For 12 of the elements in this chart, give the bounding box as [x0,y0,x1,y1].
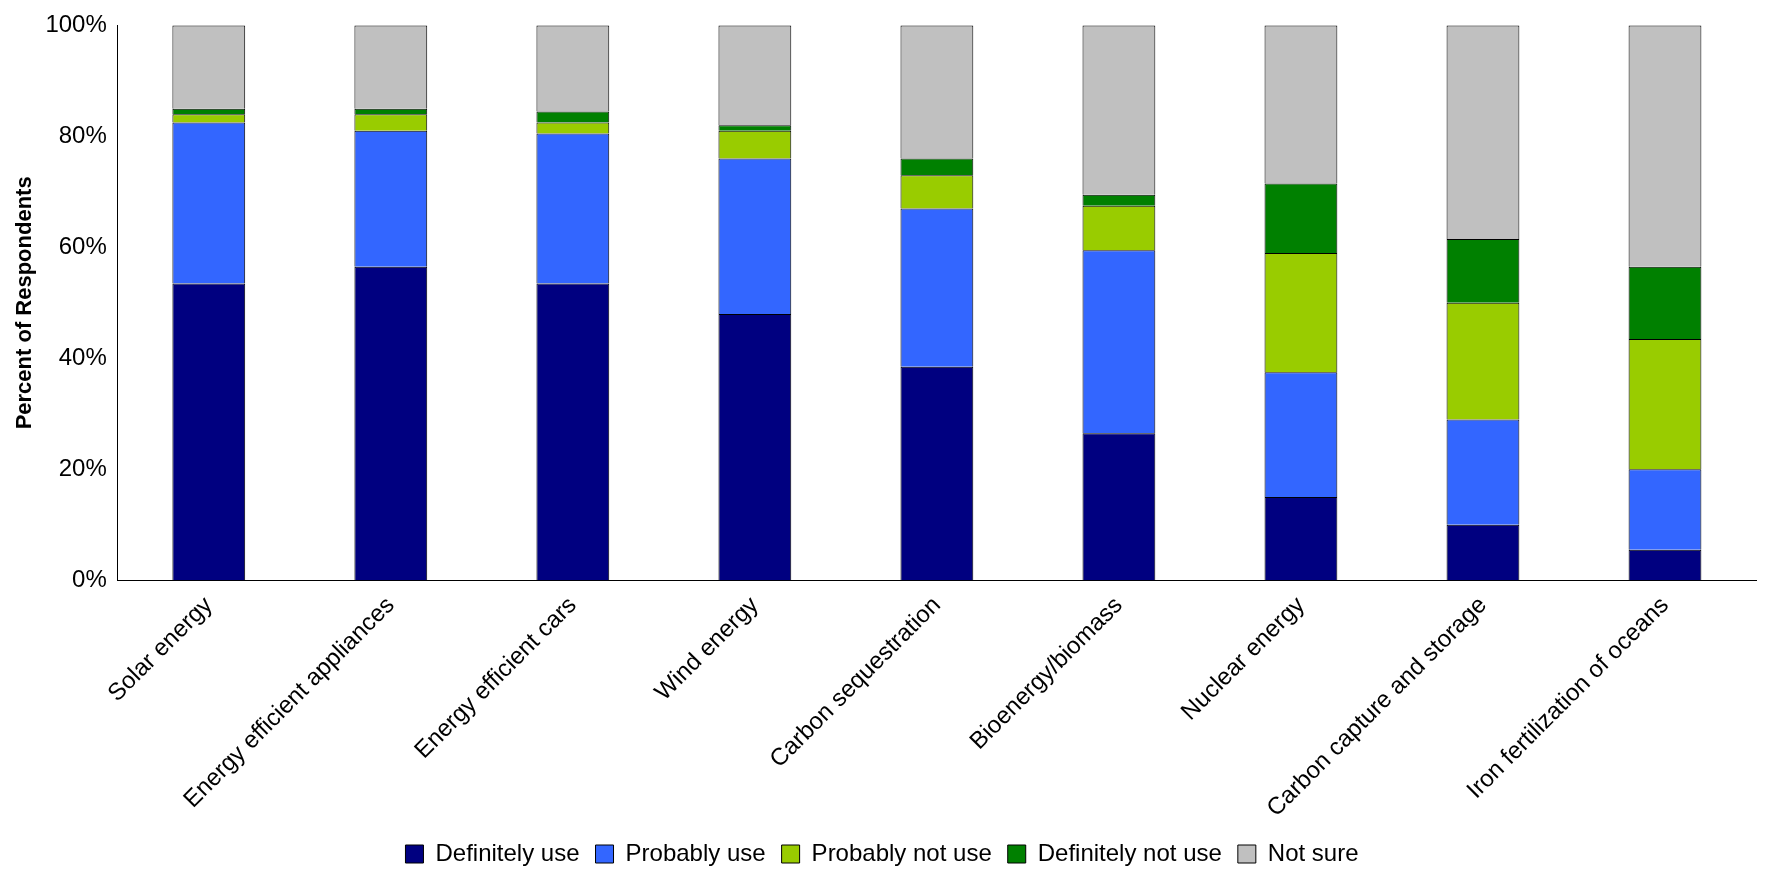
y-axis-title: Percent of Respondents [11,176,37,430]
y-tick-label: 0% [72,564,107,592]
y-tick-label: 80% [58,121,107,149]
y-tick-label: 40% [58,342,107,370]
y-tick-label: 60% [58,231,107,259]
y-tick-label: 100% [45,10,107,38]
y-tick-label: 20% [58,453,107,481]
legend-label: Not sure [1267,838,1359,866]
legend-label: Definitely not use [1037,838,1222,866]
legend-label: Probably not use [811,838,992,866]
legend-label: Probably use [625,838,766,866]
legend-label: Definitely use [435,838,580,866]
